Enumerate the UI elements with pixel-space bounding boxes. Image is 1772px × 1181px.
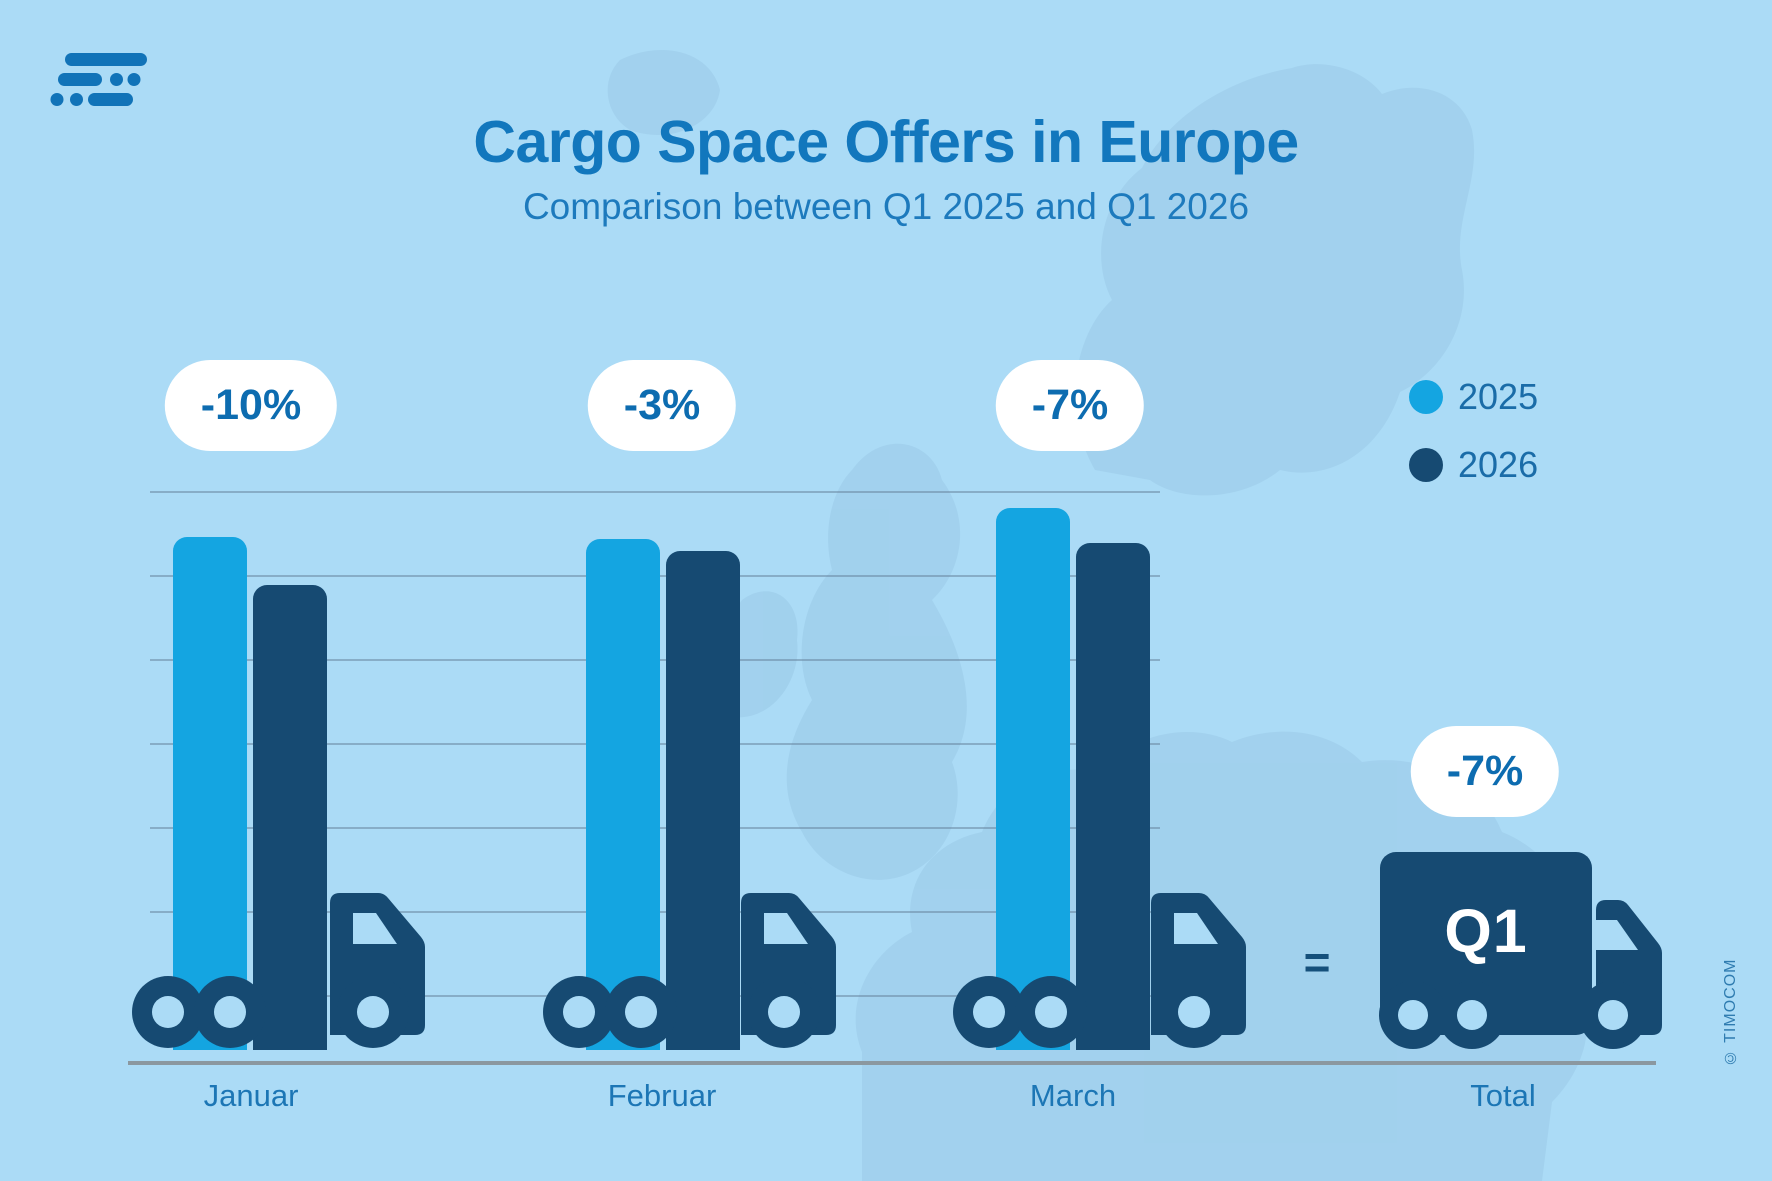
badge-januar: -10% — [164, 360, 338, 451]
logo-dot-4 — [70, 93, 83, 106]
copyright-note: © TIMOCOM — [1722, 958, 1739, 1066]
axis-label-januar: Januar — [203, 1078, 299, 1113]
map-italy — [1240, 863, 1347, 1085]
page-subtitle: Comparison between Q1 2025 and Q1 2026 — [522, 186, 1250, 227]
legend-item-2026: 2026 — [1409, 444, 1539, 485]
map-scandinavia — [1075, 64, 1475, 496]
logo-bar-1 — [65, 53, 147, 66]
legend-label-2025: 2025 — [1458, 376, 1539, 417]
logo-dot-1 — [110, 73, 123, 86]
axis-label-total: Total — [1470, 1078, 1536, 1113]
logo-dot-3 — [50, 93, 64, 106]
bar-januar-2025 — [173, 537, 247, 1050]
truck-window — [1174, 913, 1218, 944]
logo-bar-3 — [88, 93, 133, 106]
bar-march-2026 — [1076, 543, 1150, 1050]
map-britain — [786, 443, 967, 880]
legend-dot-2026 — [1409, 448, 1443, 482]
page-title: Cargo Space Offers in Europe — [473, 109, 1299, 175]
map-iceland — [607, 50, 720, 136]
bar-januar-2026 — [253, 585, 327, 1050]
truck-window — [1596, 920, 1638, 950]
equals-sign: = — [1303, 936, 1331, 988]
truck-pictogram-march — [953, 893, 1246, 1048]
truck-window — [353, 913, 397, 944]
gridline — [150, 491, 1160, 493]
legend-dot-2025 — [1409, 380, 1443, 414]
legend-item-2025: 2025 — [1409, 376, 1539, 417]
truck-window — [764, 913, 808, 944]
badge-februar: -3% — [587, 360, 737, 451]
truck-pictogram-februar — [543, 893, 836, 1048]
logo-bar-2 — [58, 73, 102, 86]
truck-pictogram-total — [1379, 852, 1662, 1049]
legend-label-2026: 2026 — [1458, 444, 1539, 485]
bar-februar-2026 — [666, 551, 740, 1050]
bar-februar-2025 — [586, 539, 660, 1050]
timocom-logo — [50, 53, 147, 106]
badge-total: -7% — [1410, 726, 1560, 817]
badge-march: -7% — [995, 360, 1145, 451]
truck-pictogram-januar — [132, 893, 425, 1048]
logo-dot-2 — [127, 73, 141, 86]
total-truck-q1-label: Q1 — [1444, 897, 1528, 965]
x-axis-line — [128, 1061, 1656, 1065]
axis-label-march: March — [1029, 1078, 1117, 1113]
bar-march-2025 — [996, 508, 1070, 1050]
axis-label-februar: Februar — [607, 1078, 717, 1113]
chart-legend: 2025 2026 — [1409, 376, 1539, 514]
